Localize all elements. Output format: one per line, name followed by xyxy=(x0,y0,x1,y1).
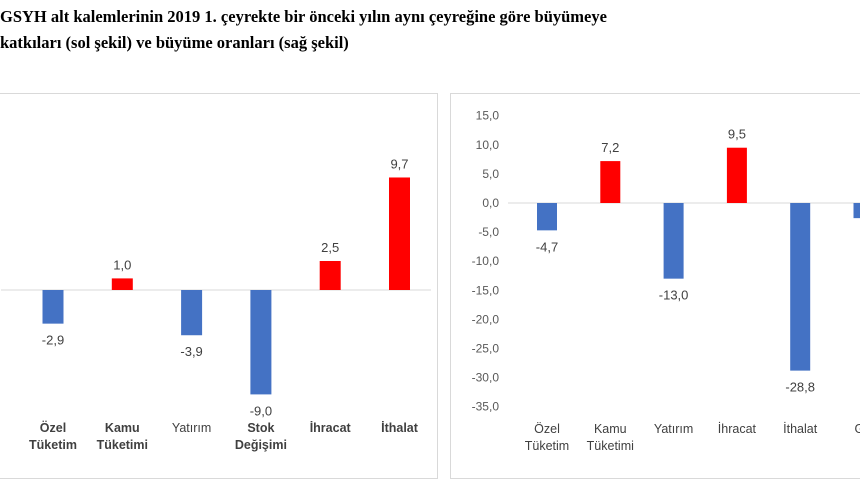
bar-1-1 xyxy=(600,161,621,203)
y-tick-label: -25,0 xyxy=(472,342,500,356)
category-label: İthalat xyxy=(381,420,419,435)
category-label: Yatırım xyxy=(172,421,211,435)
contributions-bar-chart: -2,9 Özel Tüketim 1,0 Kamu Tüketimi -3,9 Yatırı… xyxy=(1,156,431,452)
right-chart-panel: 15,0 10,0 5,0 0,0 -5,0 -10,0 -15,0 -20,0 -25,0 -3… xyxy=(450,93,860,479)
category-label: Tüketimi xyxy=(97,438,148,452)
left-chart-panel: -2,9 Özel Tüketim 1,0 Kamu Tüketimi -3,9 Yatırı… xyxy=(0,93,438,479)
category-label: GS xyxy=(854,422,860,436)
y-tick-label: -30,0 xyxy=(472,371,500,385)
bar-0-4 xyxy=(319,261,341,290)
data-label: -4,7 xyxy=(536,239,558,254)
bar-1-0 xyxy=(537,203,557,231)
y-tick-label: 5,0 xyxy=(482,167,499,181)
y-tick-label: -15,0 xyxy=(472,283,500,297)
y-tick-label: 0,0 xyxy=(482,196,499,210)
data-label: 7,2 xyxy=(601,140,619,155)
bar-1-3 xyxy=(726,147,747,203)
bar-0-3 xyxy=(250,290,272,395)
data-label: -2,9 xyxy=(42,333,64,348)
category-label: Stok xyxy=(247,421,274,435)
category-label: Özel xyxy=(534,422,560,436)
data-label: 9,7 xyxy=(390,156,408,171)
data-label: 9,5 xyxy=(728,127,746,142)
category-label: İhracat xyxy=(718,422,757,436)
data-label: 2,5 xyxy=(321,240,339,255)
category-label: Tüketimi xyxy=(587,439,634,453)
data-label: 1,0 xyxy=(113,257,131,272)
category-label: İthalat xyxy=(783,422,818,436)
y-tick-label: -10,0 xyxy=(472,254,500,268)
category-label: İhracat xyxy=(310,420,352,435)
data-label: -9,0 xyxy=(250,403,272,418)
y-tick-label: -5,0 xyxy=(478,225,499,239)
caption-line-1: GSYH alt kalemlerinin 2019 1. çeyrekte b… xyxy=(0,7,607,26)
y-tick-label: -35,0 xyxy=(472,400,500,414)
category-label: Kamu xyxy=(105,421,140,435)
category-label: Değişimi xyxy=(235,438,287,452)
bar-1-4 xyxy=(790,203,811,371)
bar-0-0 xyxy=(42,290,64,324)
bar-1-5 xyxy=(853,203,860,219)
category-label: Özel xyxy=(40,420,66,435)
y-tick-label: 15,0 xyxy=(476,109,500,123)
category-label: Tüketim xyxy=(525,439,569,453)
data-label: -13,0 xyxy=(659,288,689,303)
bar-1-2 xyxy=(663,203,684,279)
data-label: -28,8 xyxy=(785,380,815,395)
growth-rates-bar-chart: 15,0 10,0 5,0 0,0 -5,0 -10,0 -15,0 -20,0 -25,0 -3… xyxy=(472,109,860,453)
bar-0-1 xyxy=(111,278,133,290)
category-label: Yatırım xyxy=(654,422,693,436)
figure-caption: GSYH alt kalemlerinin 2019 1. çeyrekte b… xyxy=(0,4,860,56)
bar-0-2 xyxy=(181,290,203,336)
bar-0-5 xyxy=(389,177,410,290)
category-label: Tüketim xyxy=(29,438,77,452)
caption-line-2: katkıları (sol şekil) ve büyüme oranları… xyxy=(0,33,349,52)
y-tick-label: -20,0 xyxy=(472,312,500,326)
data-label: -3,9 xyxy=(180,344,202,359)
category-label: Kamu xyxy=(594,422,627,436)
y-tick-label: 10,0 xyxy=(476,138,500,152)
